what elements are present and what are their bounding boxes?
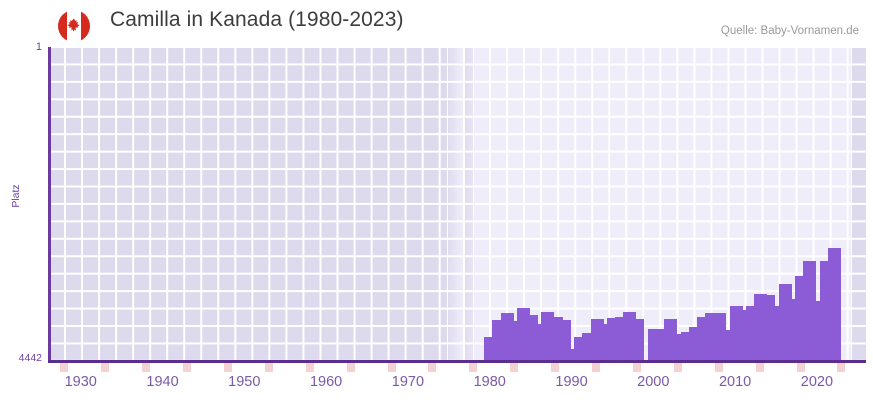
x-axis-tick-marks <box>48 363 866 372</box>
x-tick-minor <box>837 363 846 372</box>
x-tick-minor <box>223 363 232 372</box>
x-axis-label-2010: 2010 <box>718 374 752 390</box>
x-axis-label-1980: 1980 <box>473 374 506 390</box>
bars-layer <box>48 47 866 361</box>
grid-band <box>48 47 448 361</box>
flag-right-band <box>81 10 90 42</box>
bar-2022[interactable] <box>827 248 841 361</box>
x-axis-labels: 1930 1940 1950 1960 1970 1980 1990 2000 2010 2020 <box>0 374 873 398</box>
x-axis-label-1990: 1990 <box>555 374 588 390</box>
x-tick-minor <box>755 363 764 372</box>
grid-background <box>48 47 866 361</box>
x-axis-line <box>48 360 866 363</box>
x-tick-minor <box>142 363 151 372</box>
x-axis-label-1970: 1970 <box>391 374 425 390</box>
plot-area <box>48 47 866 361</box>
x-axis-label-1930: 1930 <box>64 374 97 390</box>
x-tick-minor <box>101 363 110 372</box>
x-axis-label-2020: 2020 <box>800 374 834 390</box>
x-tick-minor <box>346 363 355 372</box>
x-tick-minor <box>469 363 478 372</box>
x-tick-minor <box>264 363 273 372</box>
x-tick-minor <box>592 363 601 372</box>
y-axis-title: Platz <box>10 184 22 208</box>
bar-1998[interactable] <box>631 319 645 361</box>
x-tick-minor <box>60 363 69 372</box>
x-tick-minor <box>673 363 682 372</box>
flag-left-band <box>58 10 67 42</box>
x-tick-minor <box>183 363 192 372</box>
x-axis-label-1950: 1950 <box>228 374 261 390</box>
x-tick-minor <box>632 363 641 372</box>
y-axis-line <box>48 47 51 363</box>
x-tick-minor <box>796 363 805 372</box>
x-tick-minor <box>551 363 560 372</box>
x-tick-minor <box>510 363 519 372</box>
grid-band <box>447 47 474 361</box>
grid-band <box>473 47 852 361</box>
chart-header: Camilla in Kanada (1980-2023) Quelle: Ba… <box>0 0 873 44</box>
x-axis-label-1960: 1960 <box>309 374 343 390</box>
grid-lines <box>447 47 474 361</box>
x-tick-minor <box>714 363 723 372</box>
maple-leaf-icon <box>64 16 84 36</box>
x-axis-label-2000: 2000 <box>637 374 670 390</box>
y-axis-top-label: 1 <box>35 41 42 53</box>
canada-flag-icon <box>58 10 90 42</box>
x-tick-minor <box>387 363 396 372</box>
source-note: Quelle: Baby-Vornamen.de <box>720 25 859 37</box>
y-axis-bottom-label: 4442 <box>18 352 42 364</box>
x-axis-label-1940: 1940 <box>146 374 179 390</box>
x-tick-minor <box>305 363 314 372</box>
grid-band <box>851 47 866 361</box>
x-tick-minor <box>428 363 437 372</box>
page-title: Camilla in Kanada (1980-2023) <box>110 8 404 31</box>
